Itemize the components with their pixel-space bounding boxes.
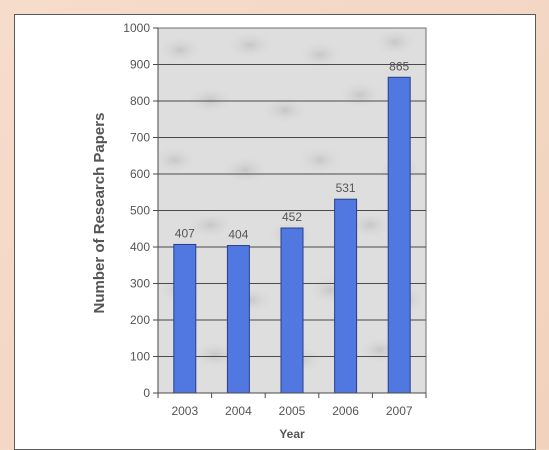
x-tick-label-2006: 2006: [332, 404, 359, 418]
bar-2004: [226, 245, 250, 394]
data-label-2006: 531: [336, 181, 356, 195]
x-axis: 2003 2004 2005 2006 2007: [157, 392, 427, 418]
bar-2005: [280, 227, 304, 394]
bars: 407 404 452 531 865: [173, 59, 411, 394]
bar-2007: [387, 76, 411, 394]
y-tick-label: 700: [130, 131, 150, 145]
data-label-2004: 404: [228, 228, 248, 242]
x-tick-label-2004: 2004: [225, 404, 252, 418]
y-tick-label: 800: [130, 94, 150, 108]
bar-2003: [173, 243, 197, 394]
gridlines: [158, 64, 426, 357]
data-label-2007: 865: [389, 59, 409, 73]
y-tick-label: 100: [130, 350, 150, 364]
y-tick-label: 900: [130, 58, 150, 72]
data-label-2003: 407: [175, 226, 195, 240]
x-tick-label-2005: 2005: [279, 404, 306, 418]
y-tick-label: 0: [143, 386, 150, 400]
y-tick-label: 400: [130, 240, 150, 254]
y-tick-label: 600: [130, 167, 150, 181]
y-tick-label: 200: [130, 313, 150, 327]
y-tick-label: 1000: [123, 21, 150, 35]
y-tick-label: 500: [130, 204, 150, 218]
y-axis: 0 100 200 300 400 500 600 700 800 900 1000: [123, 21, 159, 400]
x-tick-label-2007: 2007: [386, 404, 413, 418]
y-axis-label: Number of Research Papers: [91, 113, 108, 314]
x-axis-label: Year: [279, 427, 305, 441]
y-tick-label: 300: [130, 277, 150, 291]
x-tick-label-2003: 2003: [171, 404, 198, 418]
bar-2006: [334, 198, 358, 394]
data-label-2005: 452: [282, 210, 302, 224]
